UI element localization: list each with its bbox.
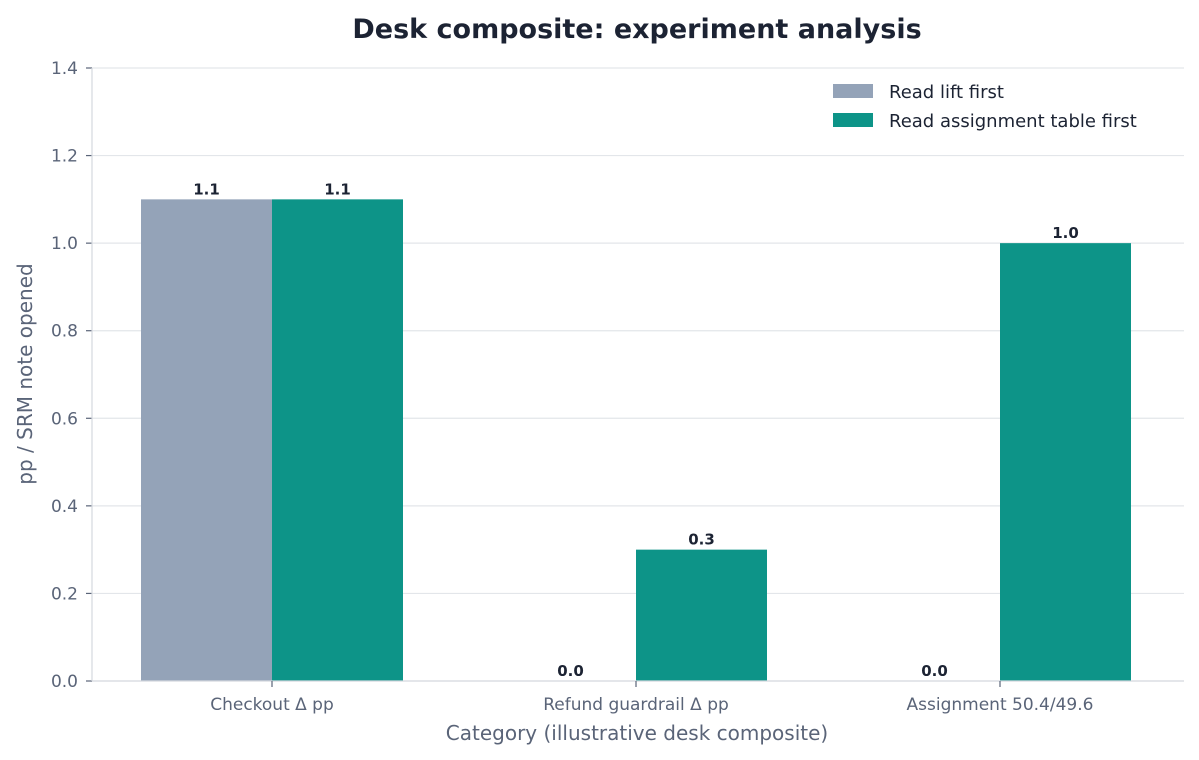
y-tick-label-7: 1.4 xyxy=(51,59,78,79)
bar-0-0 xyxy=(141,199,272,681)
axes: 0.0 0.2 0.4 0.6 0.8 1.0 1.2 1.4 Checkout Δ pp Ref… xyxy=(51,59,1184,715)
x-tick-label-2: Assignment 50.4/49.6 xyxy=(907,695,1094,715)
x-tick-label-1: Refund guardrail Δ pp xyxy=(543,695,729,715)
y-tick-label-5: 1.0 xyxy=(51,234,78,254)
legend-label-1: Read assignment table first xyxy=(889,111,1137,132)
y-tick-label-4: 0.8 xyxy=(51,322,78,342)
y-tick-label-1: 0.2 xyxy=(51,584,78,604)
bar-0-1 xyxy=(272,199,403,681)
y-tick-label-6: 1.2 xyxy=(51,147,78,167)
x-tick-label-0: Checkout Δ pp xyxy=(210,695,334,715)
legend-swatch-0 xyxy=(833,84,873,98)
y-tick-label-3: 0.6 xyxy=(51,409,78,429)
bar-1-1 xyxy=(636,549,767,681)
data-label-2-0: 0.0 xyxy=(921,662,948,680)
legend-label-0: Read lift first xyxy=(889,82,1004,103)
y-axis-label: pp / SRM note opened xyxy=(13,263,37,484)
data-labels: 1.1 1.1 0.0 0.3 0.0 1.0 xyxy=(193,180,1079,680)
data-label-0-1: 1.1 xyxy=(324,180,351,198)
y-tick-label-2: 0.4 xyxy=(51,497,78,517)
chart-title: Desk composite: experiment analysis xyxy=(352,14,921,45)
legend: Read lift first Read assignment table fir… xyxy=(833,82,1137,132)
data-label-1-1: 0.3 xyxy=(688,531,715,549)
data-label-0-0: 1.1 xyxy=(193,180,220,198)
data-label-1-0: 0.0 xyxy=(557,662,584,680)
data-label-2-1: 1.0 xyxy=(1052,224,1079,242)
bar-2-1 xyxy=(1000,243,1131,681)
x-axis-label: Category (illustrative desk composite) xyxy=(446,721,828,745)
y-tick-label-0: 0.0 xyxy=(51,672,78,692)
legend-swatch-1 xyxy=(833,113,873,127)
bars xyxy=(141,199,1131,681)
